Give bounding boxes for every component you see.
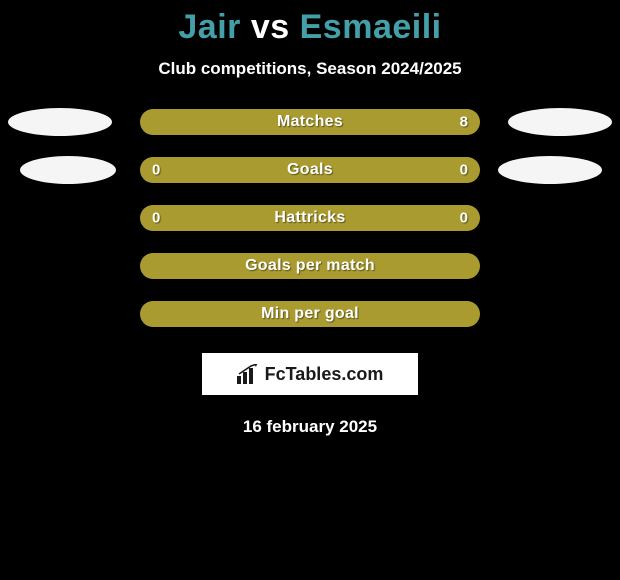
stat-rows: Matches 8 0 Goals 0 0 Hattricks 0 Goals per matc…: [0, 109, 620, 327]
vs-label: vs: [251, 8, 290, 46]
stat-row: 0 Goals 0: [0, 157, 620, 183]
stat-right-value: 8: [460, 114, 468, 131]
subtitle: Club competitions, Season 2024/2025: [0, 59, 620, 79]
player1-avatar-oval: [20, 156, 116, 184]
stat-left-value: 0: [152, 210, 160, 227]
player2-name: Esmaeili: [300, 8, 442, 46]
logo-text: FcTables.com: [265, 364, 384, 385]
stat-label: Hattricks: [274, 209, 345, 227]
player1-avatar-oval: [8, 108, 112, 136]
stat-bar: Goals per match: [140, 253, 480, 279]
stat-bar: Min per goal: [140, 301, 480, 327]
stat-right-value: 0: [460, 162, 468, 179]
date-label: 16 february 2025: [0, 417, 620, 437]
stat-row: Min per goal: [0, 301, 620, 327]
chart-icon: [237, 364, 259, 384]
player2-avatar-oval: [508, 108, 612, 136]
stat-bar: 0 Goals 0: [140, 157, 480, 183]
comparison-title: Jair vs Esmaeili: [0, 8, 620, 47]
stat-label: Min per goal: [261, 305, 359, 323]
stat-row: Goals per match: [0, 253, 620, 279]
stat-row: Matches 8: [0, 109, 620, 135]
player1-name: Jair: [178, 8, 241, 46]
stat-right-value: 0: [460, 210, 468, 227]
stat-bar: Matches 8: [140, 109, 480, 135]
player2-avatar-oval: [498, 156, 602, 184]
stat-bar: 0 Hattricks 0: [140, 205, 480, 231]
stat-left-value: 0: [152, 162, 160, 179]
comparison-card: Jair vs Esmaeili Club competitions, Seas…: [0, 0, 620, 437]
fctables-logo[interactable]: FcTables.com: [202, 353, 418, 395]
stat-label: Goals: [287, 161, 333, 179]
stat-label: Matches: [277, 113, 343, 131]
stat-label: Goals per match: [245, 257, 375, 275]
stat-row: 0 Hattricks 0: [0, 205, 620, 231]
